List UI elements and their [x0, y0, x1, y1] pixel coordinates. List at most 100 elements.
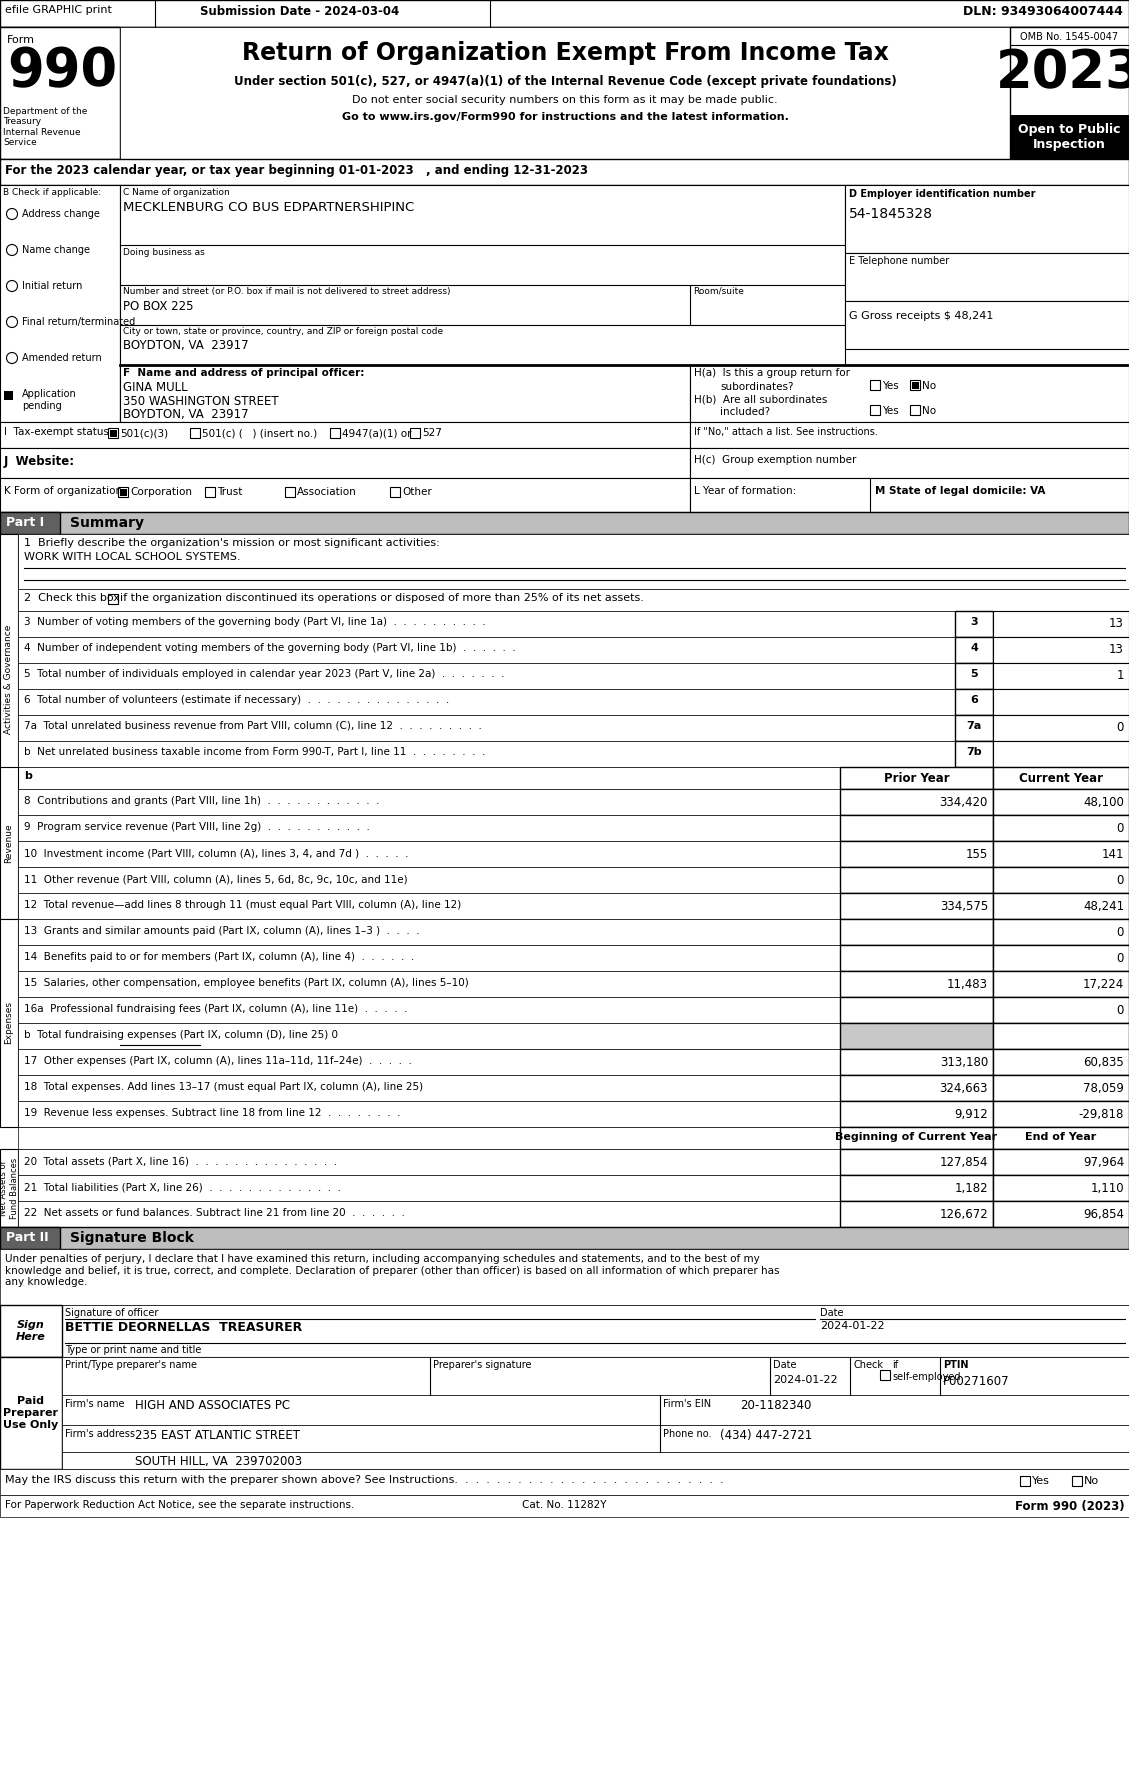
Text: No: No	[922, 381, 936, 390]
Bar	[18, 590, 1129, 611]
Bar	[18, 1150, 840, 1174]
Text: No: No	[1084, 1476, 1100, 1485]
Bar	[18, 715, 955, 742]
Bar	[955, 715, 994, 742]
Text: 10  Investment income (Part VIII, column (A), lines 3, 4, and 7d )  .  .  .  .  : 10 Investment income (Part VIII, column …	[24, 848, 409, 858]
Text: For Paperwork Reduction Act Notice, see the separate instructions.: For Paperwork Reduction Act Notice, see …	[5, 1499, 355, 1510]
Text: efile GRAPHIC print: efile GRAPHIC print	[5, 5, 112, 14]
Text: Other: Other	[402, 487, 431, 496]
Bar	[190, 427, 200, 438]
Text: End of Year: End of Year	[1025, 1132, 1096, 1143]
Text: Address change: Address change	[21, 208, 99, 219]
Bar	[18, 662, 955, 689]
Bar	[994, 814, 1129, 841]
Bar	[0, 766, 18, 918]
Bar	[5, 390, 14, 401]
Text: 0: 0	[1117, 721, 1124, 735]
Bar	[0, 26, 120, 159]
Text: 7a: 7a	[966, 721, 981, 731]
Text: Print/Type preparer's name: Print/Type preparer's name	[65, 1360, 196, 1370]
Text: City or town, state or province, country, and ZIP or foreign postal code: City or town, state or province, country…	[123, 327, 443, 336]
Text: 22  Net assets or fund balances. Subtract line 21 from line 20  .  .  .  .  .  .: 22 Net assets or fund balances. Subtract…	[24, 1208, 405, 1219]
Bar	[994, 945, 1129, 971]
Bar	[110, 429, 116, 436]
Bar	[879, 1370, 890, 1379]
Text: 20-1182340: 20-1182340	[739, 1399, 812, 1413]
Bar	[18, 1174, 840, 1201]
Bar	[205, 487, 215, 496]
Text: P00271607: P00271607	[943, 1376, 1009, 1388]
Text: Firm's name: Firm's name	[65, 1399, 124, 1409]
Bar	[0, 26, 1129, 159]
Bar	[0, 185, 120, 422]
Bar	[994, 611, 1129, 638]
Bar	[840, 867, 994, 894]
Text: May the IRS discuss this return with the preparer shown above? See Instructions.: May the IRS discuss this return with the…	[5, 1475, 724, 1485]
Bar	[840, 814, 994, 841]
Bar	[994, 766, 1129, 789]
Bar	[840, 841, 994, 867]
Bar	[18, 1023, 840, 1049]
Bar	[910, 404, 920, 415]
Text: I  Tax-exempt status:: I Tax-exempt status:	[5, 427, 113, 436]
Text: 15  Salaries, other compensation, employee benefits (Part IX, column (A), lines : 15 Salaries, other compensation, employe…	[24, 978, 469, 987]
Text: GINA MULL: GINA MULL	[123, 381, 187, 394]
Bar	[994, 789, 1129, 814]
Bar	[994, 715, 1129, 742]
Bar	[870, 404, 879, 415]
Bar	[18, 1075, 840, 1100]
Text: SOUTH HILL, VA  239702003: SOUTH HILL, VA 239702003	[135, 1455, 303, 1468]
Text: 3: 3	[970, 616, 978, 627]
Text: Date: Date	[773, 1360, 796, 1370]
Bar	[0, 1249, 1129, 1305]
Text: Corporation: Corporation	[130, 487, 192, 496]
Bar	[18, 841, 840, 867]
Bar	[690, 479, 1129, 512]
Text: 1  Briefly describe the organization's mission or most significant activities:: 1 Briefly describe the organization's mi…	[24, 539, 440, 547]
Text: Net Assets or
Fund Balances: Net Assets or Fund Balances	[0, 1157, 19, 1219]
Text: Yes: Yes	[882, 406, 899, 417]
Text: 350 WASHINGTON STREET: 350 WASHINGTON STREET	[123, 396, 279, 408]
Text: PO BOX 225: PO BOX 225	[123, 300, 193, 313]
Bar	[994, 1127, 1129, 1150]
Bar	[0, 479, 690, 512]
Bar	[18, 894, 840, 918]
Text: Current Year: Current Year	[1019, 772, 1103, 786]
Bar	[840, 789, 994, 814]
Bar	[18, 867, 840, 894]
Bar	[0, 1356, 62, 1469]
Bar	[120, 26, 1010, 159]
Text: 11,483: 11,483	[947, 978, 988, 991]
Bar	[994, 971, 1129, 998]
Text: PTIN: PTIN	[943, 1360, 969, 1370]
Bar	[285, 487, 295, 496]
Text: 1,182: 1,182	[954, 1181, 988, 1196]
Text: subordinates?: subordinates?	[720, 381, 794, 392]
Bar	[18, 789, 840, 814]
Text: Initial return: Initial return	[21, 281, 82, 291]
Bar	[0, 159, 1129, 185]
Text: Summary: Summary	[70, 516, 145, 530]
Bar	[690, 366, 1129, 422]
Bar	[690, 422, 1129, 449]
Text: b  Net unrelated business taxable income from Form 990-T, Part I, line 11  .  . : b Net unrelated business taxable income …	[24, 747, 485, 758]
Bar	[955, 742, 994, 766]
Text: 2023: 2023	[996, 48, 1129, 99]
Text: Cat. No. 11282Y: Cat. No. 11282Y	[522, 1499, 606, 1510]
Bar	[844, 185, 1129, 253]
Text: 0: 0	[1117, 925, 1124, 940]
Text: 13: 13	[1109, 643, 1124, 655]
Text: Revenue: Revenue	[5, 823, 14, 864]
Text: 6: 6	[970, 696, 978, 705]
Text: Prior Year: Prior Year	[884, 772, 949, 786]
Text: Signature of officer: Signature of officer	[65, 1309, 158, 1317]
Text: Doing business as: Doing business as	[123, 247, 204, 258]
Text: b  Total fundraising expenses (Part IX, column (D), line 25) 0: b Total fundraising expenses (Part IX, c…	[24, 1030, 338, 1040]
Text: Firm's address: Firm's address	[65, 1429, 135, 1439]
Bar	[390, 487, 400, 496]
Text: 990: 990	[7, 44, 117, 97]
Bar	[0, 512, 1129, 533]
Text: M State of legal domicile: VA: M State of legal domicile: VA	[875, 486, 1045, 496]
Text: 21  Total liabilities (Part X, line 26)  .  .  .  .  .  .  .  .  .  .  .  .  .  : 21 Total liabilities (Part X, line 26) .…	[24, 1181, 341, 1192]
Text: 96,854: 96,854	[1083, 1208, 1124, 1220]
